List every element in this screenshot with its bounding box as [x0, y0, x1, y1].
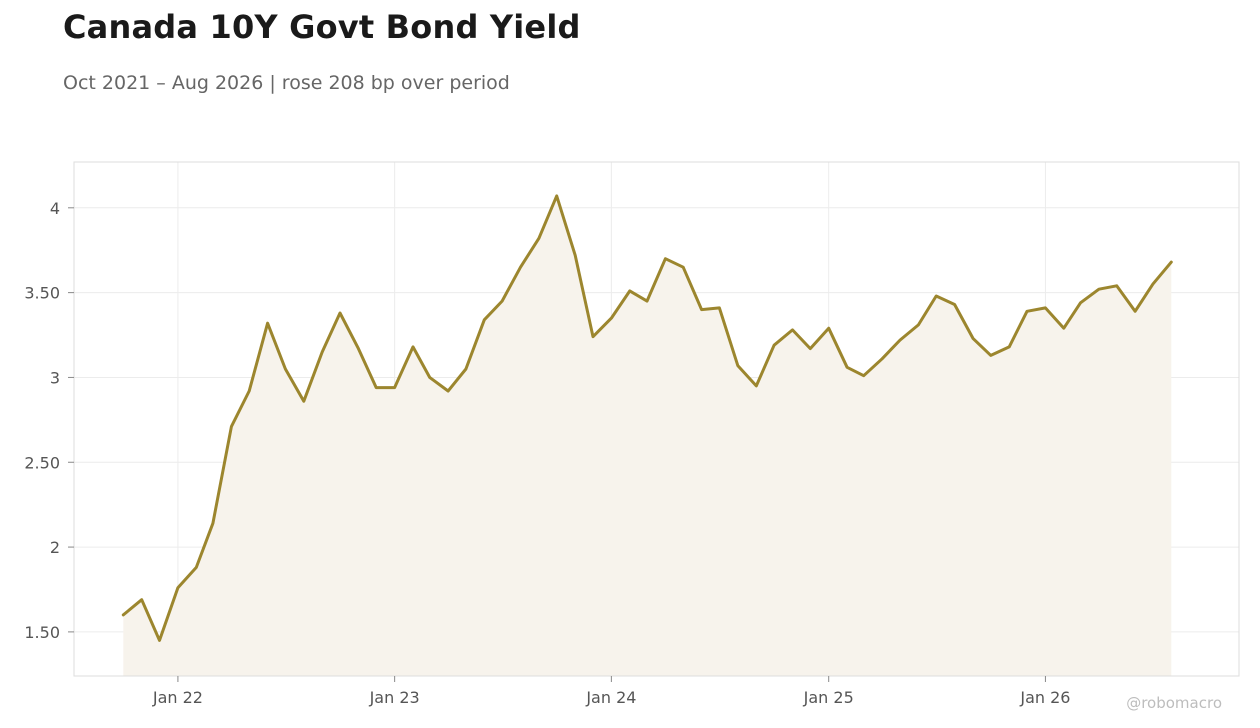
y-tick-label: 1.50 [24, 623, 60, 642]
plot-frame [73, 161, 1240, 677]
y-tick-label: 3.50 [24, 284, 60, 303]
x-axis: Jan 22 Jan 23 Jan 24 Jan 25 Jan 26 [152, 676, 1070, 707]
y-axis: 1.50 2 2.50 3 3.50 4 [24, 199, 74, 642]
area-fill [123, 195, 1172, 676]
chart-subtitle: Oct 2021 – Aug 2026 | rose 208 bp over p… [63, 72, 510, 94]
x-tick-label: Jan 24 [585, 688, 636, 707]
y-tick-label: 2.50 [24, 453, 60, 472]
y-tick-label: 4 [50, 199, 60, 218]
chart-title: Canada 10Y Govt Bond Yield [63, 8, 581, 46]
y-tick-label: 3 [50, 368, 60, 387]
watermark: @robomacro [1126, 694, 1222, 712]
x-tick-label: Jan 26 [1019, 688, 1070, 707]
yield-line [121, 194, 1173, 642]
x-tick-label: Jan 25 [803, 688, 854, 707]
x-tick-label: Jan 23 [369, 688, 420, 707]
x-tick-label: Jan 22 [152, 688, 203, 707]
y-tick-label: 2 [50, 538, 60, 557]
